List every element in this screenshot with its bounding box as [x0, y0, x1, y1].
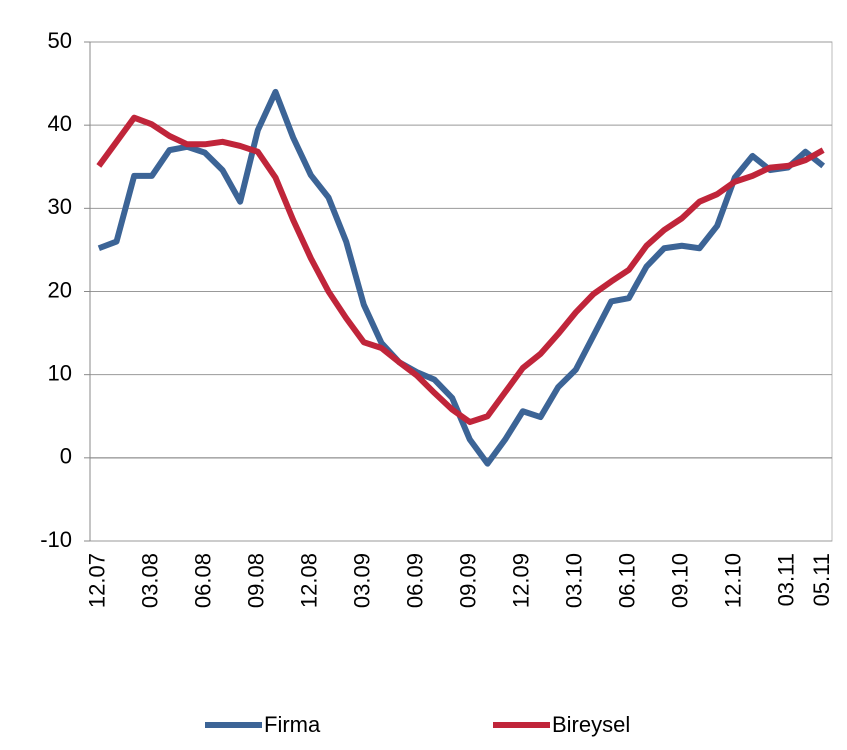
x-tick-label: 09.08 — [244, 553, 269, 608]
y-tick-label: 50 — [48, 28, 72, 53]
x-tick-label: 12.07 — [85, 553, 110, 608]
y-tick-label: 30 — [48, 194, 72, 219]
x-tick-label: 06.10 — [615, 553, 640, 608]
y-tick-label: 40 — [48, 111, 72, 136]
x-tick-label: 12.09 — [509, 553, 534, 608]
x-tick-label: 12.10 — [721, 553, 746, 608]
x-tick-label: 05.11 — [809, 553, 834, 606]
y-tick-label: -10 — [40, 527, 72, 552]
x-tick-label: 03.08 — [138, 553, 163, 608]
legend-label: Firma — [264, 712, 321, 737]
y-tick-label: 10 — [48, 360, 72, 385]
x-tick-label: 06.08 — [191, 553, 216, 608]
x-tick-label: 03.09 — [350, 553, 375, 608]
x-tick-label: 06.09 — [403, 553, 428, 608]
x-tick-label: 12.08 — [297, 553, 322, 608]
line — [96, 114, 825, 426]
x-tick-label: 03.10 — [562, 553, 587, 608]
y-tick-label: 20 — [48, 277, 72, 302]
legend-label: Bireysel — [552, 712, 630, 737]
line — [97, 88, 826, 467]
x-tick-label: 09.10 — [668, 553, 693, 608]
x-tick-label: 03.11 — [774, 553, 799, 606]
y-tick-label: 0 — [60, 444, 72, 469]
x-tick-label: 09.09 — [456, 553, 481, 608]
